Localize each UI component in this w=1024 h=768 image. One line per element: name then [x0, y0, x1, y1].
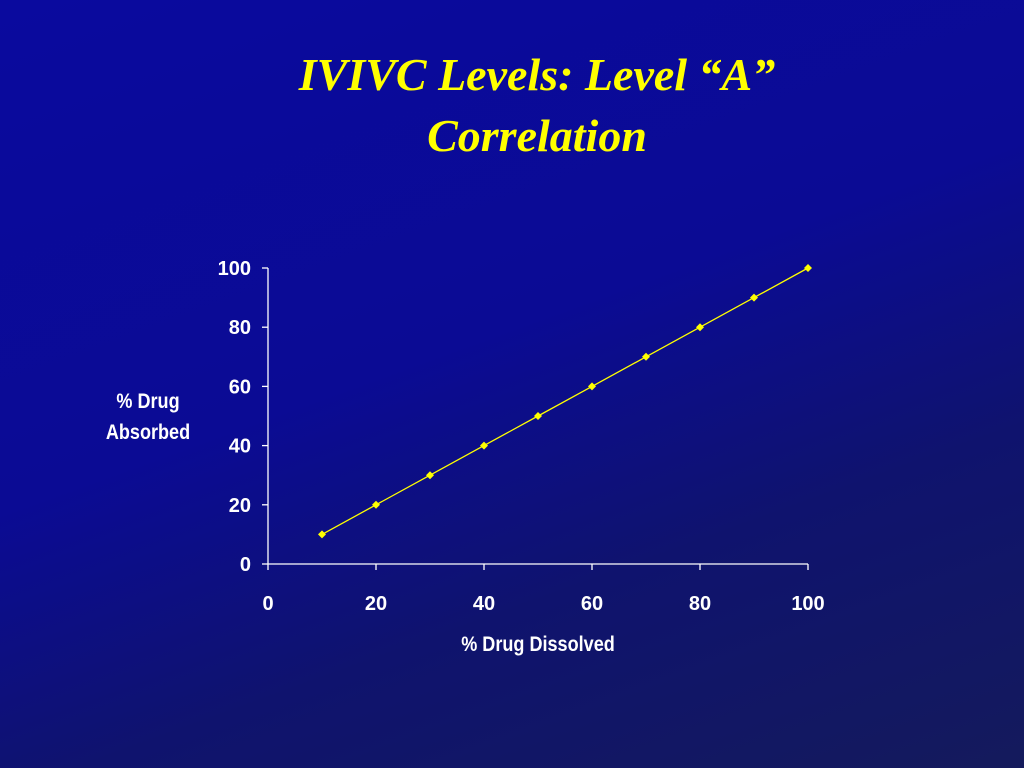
chart-ticks: 0 20 40 60 80 100 0 20 40 60 80 100 [218, 258, 825, 615]
x-tick-label: 60 [581, 593, 603, 615]
y-tick-label: 60 [229, 376, 251, 398]
data-point [642, 352, 650, 361]
y-tick-label: 80 [229, 317, 251, 339]
data-point [804, 264, 812, 272]
data-point [318, 530, 326, 539]
data-point [588, 382, 596, 391]
slide-title: IVIVC Levels: Level “A” Correlation [0, 44, 1024, 166]
x-tick-label: 100 [791, 593, 824, 615]
x-tick-label: 0 [262, 593, 273, 615]
x-tick-label: 20 [365, 593, 387, 615]
slide-title-line-2: Correlation [427, 110, 647, 161]
data-point [696, 323, 704, 332]
series-line [321, 267, 809, 535]
y-tick-label: 100 [218, 258, 251, 280]
slide-title-line-1: IVIVC Levels: Level “A” [298, 49, 776, 100]
y-axis-label: % Drug Absorbed [96, 386, 199, 448]
y-axis-label-line-1: % Drug [116, 390, 180, 413]
data-point [534, 412, 542, 420]
y-tick-label: 0 [240, 554, 251, 576]
x-axis-label: % Drug Dissolved [461, 633, 615, 656]
y-tick-label: 20 [229, 495, 251, 517]
data-point [372, 500, 380, 509]
chart-series [318, 264, 812, 539]
y-axis-label-line-2: Absorbed [105, 421, 191, 444]
data-point [750, 293, 758, 302]
data-point [426, 471, 434, 480]
chart-axes [267, 268, 808, 565]
x-tick-label: 40 [473, 593, 495, 615]
x-tick-label: 80 [689, 593, 711, 615]
y-tick-label: 40 [229, 436, 251, 458]
data-point [480, 441, 488, 450]
